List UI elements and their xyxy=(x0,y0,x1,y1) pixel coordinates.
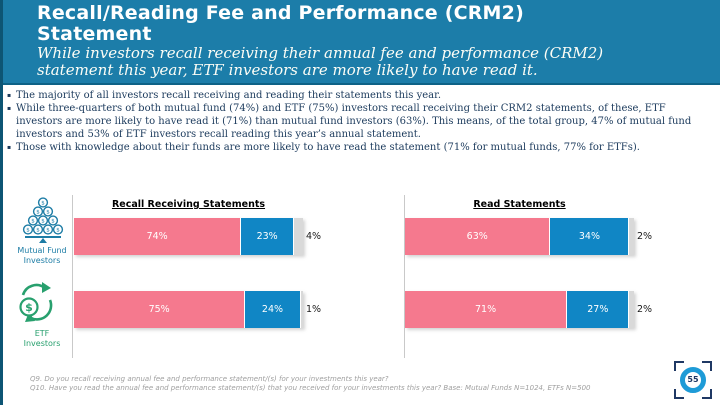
slide-header: Recall/Reading Fee and Performance (CRM2… xyxy=(0,0,720,85)
mutual-fund-investors-icon: $ $ $ $ $ $ $ $ $ $ xyxy=(22,197,64,243)
badge-corner-mark xyxy=(674,361,684,371)
bar-segment-dontknow xyxy=(628,218,634,255)
segment-value: 63% xyxy=(466,231,488,242)
svg-text:$: $ xyxy=(31,219,35,225)
bar-segment-no: 23% xyxy=(240,218,293,255)
stacked-bar: 71% 27% xyxy=(405,291,635,328)
etf-investors-icon: $ xyxy=(19,282,53,322)
segment-value: 71% xyxy=(475,304,497,315)
footer-question-q9: Q9. Do you recall receiving annual fee a… xyxy=(30,375,389,383)
mutual-fund-icon-block: $ $ $ $ $ $ $ $ $ $ xyxy=(19,196,67,250)
badge-corner-mark xyxy=(702,361,712,371)
bar-segment-no: 34% xyxy=(549,218,629,255)
read-mutual-fund-bar-row: 63% 34% 2% xyxy=(405,218,652,255)
bar-segment-yes: 74% xyxy=(74,218,241,255)
stacked-bar: 63% 34% xyxy=(405,218,634,255)
segment-value-outside: 2% xyxy=(637,231,653,242)
left-chart-axis-line xyxy=(72,195,73,358)
bar-segment-yes: 75% xyxy=(74,291,245,328)
summary-bullets: The majority of all investors recall rec… xyxy=(7,89,714,154)
recall-etf-bar-row: 75% 24% 1% xyxy=(74,291,321,328)
svg-text:$: $ xyxy=(36,210,40,216)
bullet-item-1: The majority of all investors recall rec… xyxy=(7,89,714,102)
svg-text:$: $ xyxy=(26,228,30,234)
bar-segment-dontknow xyxy=(299,291,303,328)
etf-label-line2: Investors xyxy=(23,338,61,348)
segment-value: 24% xyxy=(261,304,284,315)
segment-value-outside: 2% xyxy=(637,304,653,315)
svg-text:$: $ xyxy=(51,219,55,225)
left-accent-bar xyxy=(0,0,3,405)
bullet-item-3: Those with knowledge about their funds a… xyxy=(7,141,714,154)
segment-value: 75% xyxy=(148,304,170,315)
footer-notes: Q9. Do you recall receiving annual fee a… xyxy=(30,375,650,393)
page-number-badge: 55 xyxy=(674,361,712,399)
segment-value: 74% xyxy=(146,231,168,242)
etf-label-line1: ETF xyxy=(34,329,50,338)
segment-value: 34% xyxy=(578,231,600,242)
segment-value-outside: 1% xyxy=(306,304,322,315)
bar-segment-dontknow xyxy=(293,218,303,255)
read-etf-bar-row: 71% 27% 2% xyxy=(405,291,652,328)
etf-icon-block: $ xyxy=(14,280,56,330)
svg-text:$: $ xyxy=(56,228,60,234)
badge-corner-mark xyxy=(674,389,684,399)
etf-investors-label: ETF Investors xyxy=(6,329,78,348)
segment-value-outside: 4% xyxy=(306,231,322,242)
chart-title-recall-receiving: Recall Receiving Statements xyxy=(111,199,266,210)
bullet-item-2: While three-quarters of both mutual fund… xyxy=(7,102,714,141)
svg-text:$: $ xyxy=(46,210,50,216)
svg-text:$: $ xyxy=(41,219,45,225)
chart-title-read-statements: Read Statements xyxy=(473,199,566,210)
segment-value: 23% xyxy=(256,231,278,242)
svg-text:$: $ xyxy=(25,301,33,314)
svg-text:$: $ xyxy=(36,228,40,234)
mutual-fund-investors-label: Mutual Fund Investors xyxy=(6,246,78,265)
right-chart-axis-line xyxy=(404,195,405,358)
mutual-fund-label-line2: Investors xyxy=(23,255,61,265)
slide-subtitle: While investors recall receiving their a… xyxy=(37,44,604,79)
mutual-fund-label-line1: Mutual Fund xyxy=(17,246,67,255)
bar-segment-no: 27% xyxy=(566,291,629,328)
bar-segment-no: 24% xyxy=(244,291,300,328)
stacked-bar: 74% 23% xyxy=(74,218,303,255)
bar-segment-yes: 63% xyxy=(405,218,550,255)
recall-mutual-fund-bar-row: 74% 23% 4% xyxy=(74,218,321,255)
bar-segment-yes: 71% xyxy=(405,291,567,328)
svg-text:$: $ xyxy=(46,228,50,234)
bar-segment-dontknow xyxy=(628,291,635,328)
page-number: 55 xyxy=(680,367,706,393)
footer-question-q10: Q10. Have you read the annual fee and pe… xyxy=(30,384,591,392)
slide-title: Recall/Reading Fee and Performance (CRM2… xyxy=(37,2,524,45)
segment-value: 27% xyxy=(587,304,609,315)
svg-text:$: $ xyxy=(41,201,45,207)
badge-corner-mark xyxy=(702,389,712,399)
stacked-bar: 75% 24% xyxy=(74,291,303,328)
